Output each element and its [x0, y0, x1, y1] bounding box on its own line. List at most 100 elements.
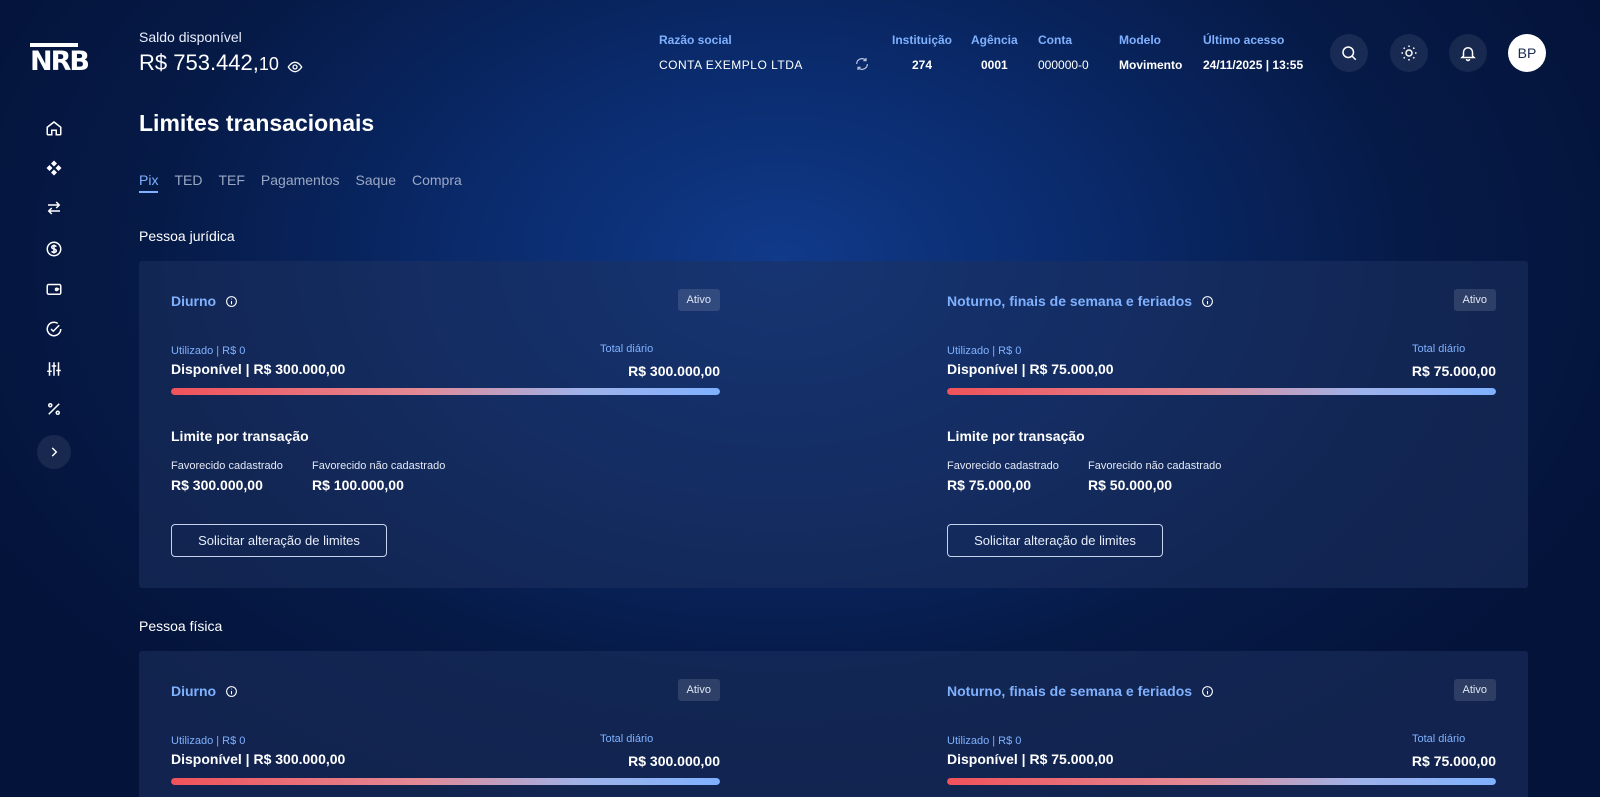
limit-progress-fill [947, 778, 1496, 785]
card-title: Diurno [171, 293, 238, 309]
balance-main: R$ 753.442, [139, 50, 259, 75]
total-value: R$ 300.000,00 [628, 363, 720, 379]
balance-label: Saldo disponível [139, 29, 242, 45]
available-amount: Disponível | R$ 75.000,00 [947, 361, 1114, 377]
tab-bar: Pix TED TEF Pagamentos Saque Compra [139, 172, 478, 193]
ultimo-acesso: Último acesso 24/11/2025 | 13:55 [1203, 33, 1303, 72]
balance-cents: 10 [258, 54, 279, 74]
bell-icon [1460, 47, 1476, 62]
info-icon[interactable] [225, 685, 238, 698]
fav-registered-value: R$ 75.000,00 [947, 477, 1032, 493]
sliders-icon[interactable] [40, 355, 68, 383]
card-title-text: Diurno [171, 683, 217, 699]
agencia-value: 0001 [980, 58, 1008, 72]
fav-unregistered: Favorecido não cadastrado R$ 100.000,00 [312, 460, 445, 493]
fav-unregistered-value: R$ 100.000,00 [312, 477, 404, 493]
limit-card-diurno-pj: Diurno Ativo Utilizado | R$ 0 Disponível… [171, 289, 720, 563]
notifications-button[interactable] [1449, 34, 1487, 72]
limit-progress-bar [171, 388, 720, 395]
available-amount: Disponível | R$ 300.000,00 [171, 361, 346, 377]
eye-icon[interactable] [287, 55, 303, 73]
total-label: Total diário [600, 343, 654, 355]
tab-compra[interactable]: Compra [412, 172, 462, 188]
section-title-pf: Pessoa física [139, 618, 223, 634]
percent-icon[interactable] [40, 395, 68, 423]
balance-value: R$ 753.442, 10 [139, 50, 303, 76]
fav-unregistered-label: Favorecido não cadastrado [312, 460, 446, 472]
instituicao-value: 274 [911, 58, 933, 72]
check-circle-icon[interactable] [40, 315, 68, 343]
total-label: Total diário [1412, 733, 1466, 745]
status-badge: Ativo [1453, 289, 1496, 311]
fav-unregistered-value: R$ 50.000,00 [1088, 477, 1173, 493]
page-title: Limites transacionais [139, 110, 375, 136]
theme-toggle-button[interactable] [1390, 34, 1428, 72]
limit-card-noturno-pf: Noturno, finais de semana e feriados Ati… [947, 679, 1496, 793]
instituicao-label: Instituição [892, 33, 953, 47]
limit-progress-bar [171, 778, 720, 785]
ultimo-acesso-value: 24/11/2025 | 13:55 [1203, 58, 1304, 72]
razao-social-value: CONTA EXEMPLO LTDA [659, 58, 803, 72]
section-title-pj: Pessoa jurídica [139, 228, 235, 244]
total-label: Total diário [600, 733, 654, 745]
status-badge: Ativo [677, 289, 720, 311]
tab-pix[interactable]: Pix [139, 172, 159, 193]
home-icon[interactable] [40, 114, 68, 142]
info-icon[interactable] [1201, 685, 1214, 698]
limit-progress-fill [947, 388, 1496, 395]
available-amount: Disponível | R$ 300.000,00 [171, 751, 346, 767]
chevron-right-icon [51, 447, 58, 457]
fav-unregistered-label: Favorecido não cadastrado [1088, 460, 1222, 472]
modelo-label: Modelo [1119, 33, 1161, 47]
fav-registered-value: R$ 300.000,00 [171, 477, 263, 493]
limit-card-diurno-pf: Diurno Ativo Utilizado | R$ 0 Disponível… [171, 679, 720, 793]
fav-registered-label: Favorecido cadastrado [947, 460, 1059, 472]
limit-progress-fill [171, 388, 720, 395]
status-badge: Ativo [677, 679, 720, 701]
limit-progress-bar [947, 778, 1496, 785]
search-button[interactable] [1330, 34, 1368, 72]
request-limit-change-button[interactable]: Solicitar alteração de limites [947, 524, 1163, 557]
total-value: R$ 300.000,00 [628, 753, 720, 769]
tab-tef[interactable]: TEF [218, 172, 245, 188]
razao-social-label: Razão social [659, 33, 732, 47]
per-transaction-title: Limite por transação [947, 428, 1085, 444]
fav-unregistered: Favorecido não cadastrado R$ 50.000,00 [1088, 460, 1221, 493]
diamond-icon[interactable] [40, 154, 68, 182]
wallet-icon[interactable] [40, 275, 68, 303]
ultimo-acesso-label: Último acesso [1203, 33, 1285, 47]
tab-pagamentos[interactable]: Pagamentos [260, 172, 340, 188]
total-value: R$ 75.000,00 [1411, 363, 1496, 379]
request-limit-change-button[interactable]: Solicitar alteração de limites [171, 524, 387, 557]
sidebar: NRB [0, 0, 108, 797]
used-amount: Utilizado | R$ 0 [947, 735, 1022, 747]
razao-social: Razão social CONTA EXEMPLO LTDA [659, 33, 803, 72]
transfer-icon[interactable] [40, 194, 68, 222]
info-icon[interactable] [225, 295, 238, 308]
tab-saque[interactable]: Saque [355, 172, 396, 188]
tab-ted[interactable]: TED [174, 172, 203, 188]
expand-sidebar-button[interactable] [37, 435, 71, 469]
dollar-icon[interactable] [40, 235, 68, 263]
modelo: Modelo Movimento [1119, 33, 1182, 72]
used-amount: Utilizado | R$ 0 [171, 735, 246, 747]
panel-pf: Diurno Ativo Utilizado | R$ 0 Disponível… [139, 651, 1528, 797]
avatar[interactable]: BP [1508, 34, 1546, 72]
limit-progress-fill [171, 778, 720, 785]
fav-registered-label: Favorecido cadastrado [171, 460, 283, 472]
panel-pj: Diurno Ativo Utilizado | R$ 0 Disponível… [139, 261, 1528, 588]
sun-icon [1401, 45, 1417, 61]
brand-logo[interactable]: NRB [30, 43, 90, 77]
card-title: Noturno, finais de semana e feriados [947, 683, 1214, 699]
total-label: Total diário [1412, 343, 1466, 355]
agencia: Agência 0001 [971, 33, 1018, 72]
used-amount: Utilizado | R$ 0 [171, 345, 246, 357]
used-amount: Utilizado | R$ 0 [947, 345, 1022, 357]
sync-icon[interactable] [854, 56, 870, 72]
info-icon[interactable] [1201, 295, 1214, 308]
status-badge: Ativo [1453, 679, 1496, 701]
conta-label: Conta [1038, 33, 1072, 47]
available-amount: Disponível | R$ 75.000,00 [947, 751, 1114, 767]
per-transaction-title: Limite por transação [171, 428, 309, 444]
card-title: Noturno, finais de semana e feriados [947, 293, 1214, 309]
